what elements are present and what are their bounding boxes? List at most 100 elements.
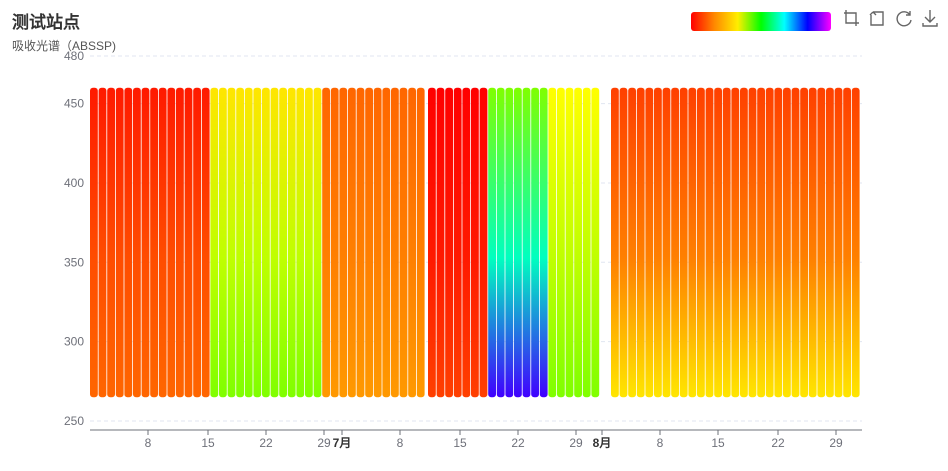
heatmap-column[interactable]	[654, 87, 662, 398]
heatmap-column[interactable]	[557, 87, 565, 398]
heatmap-column[interactable]	[296, 87, 305, 398]
heatmap-column[interactable]	[688, 87, 697, 398]
heatmap-column[interactable]	[150, 87, 158, 398]
heatmap-column[interactable]	[453, 87, 462, 398]
heatmap-column[interactable]	[141, 87, 150, 398]
chart-title: 测试站点	[12, 13, 80, 32]
refresh-icon[interactable]	[894, 8, 914, 28]
heatmap-column[interactable]	[574, 87, 582, 398]
heatmap-column[interactable]	[636, 87, 645, 398]
heatmap-column[interactable]	[462, 87, 471, 398]
heatmap-column[interactable]	[391, 87, 399, 398]
heatmap-column[interactable]	[808, 87, 817, 398]
y-tick-label: 300	[64, 335, 84, 349]
heatmap-column[interactable]	[193, 87, 201, 398]
heatmap-column[interactable]	[339, 87, 348, 398]
heatmap-column[interactable]	[565, 87, 574, 398]
heatmap-column[interactable]	[514, 87, 522, 398]
zoom-reset-icon[interactable]	[868, 8, 888, 28]
heatmap-column[interactable]	[488, 87, 496, 398]
heatmap-column[interactable]	[671, 87, 679, 398]
heatmap-column[interactable]	[628, 87, 636, 398]
heatmap-column[interactable]	[731, 87, 740, 398]
heatmap-column[interactable]	[522, 87, 531, 398]
heatmap-column[interactable]	[791, 87, 800, 398]
heatmap-column[interactable]	[287, 87, 296, 398]
heatmap-column[interactable]	[740, 87, 748, 398]
heatmap-column[interactable]	[834, 87, 843, 398]
heatmap-column[interactable]	[219, 87, 227, 398]
heatmap-column[interactable]	[124, 87, 133, 398]
heatmap-column[interactable]	[748, 87, 757, 398]
heatmap-column[interactable]	[722, 87, 731, 398]
heatmap-column[interactable]	[107, 87, 115, 398]
heatmap-column[interactable]	[548, 87, 557, 398]
heatmap-column[interactable]	[611, 87, 619, 398]
heatmap-column[interactable]	[201, 87, 210, 398]
heatmap-column[interactable]	[399, 87, 408, 398]
heatmap-column[interactable]	[244, 87, 253, 398]
heatmap-column[interactable]	[783, 87, 791, 398]
heatmap-column[interactable]	[774, 87, 783, 398]
heatmap-column[interactable]	[408, 87, 416, 398]
heatmap-column[interactable]	[479, 87, 488, 398]
chart-subtitle: 吸收光谱（ABSSP)	[12, 39, 117, 53]
heatmap-column[interactable]	[176, 87, 184, 398]
heatmap-column[interactable]	[531, 87, 539, 398]
heatmap-column[interactable]	[757, 87, 765, 398]
heatmap-column[interactable]	[662, 87, 671, 398]
heatmap-column[interactable]	[262, 87, 270, 398]
heatmap-column[interactable]	[582, 87, 591, 398]
heatmap-column[interactable]	[365, 87, 373, 398]
heatmap-column[interactable]	[436, 87, 445, 398]
heatmap-column[interactable]	[382, 87, 391, 398]
heatmap-column[interactable]	[591, 87, 600, 398]
heatmap-column[interactable]	[539, 87, 548, 398]
heatmap-column[interactable]	[322, 87, 330, 398]
heatmap-column[interactable]	[184, 87, 193, 398]
heatmap-column[interactable]	[826, 87, 834, 398]
heatmap-column[interactable]	[313, 87, 322, 398]
heatmap-column[interactable]	[679, 87, 688, 398]
heatmap-column[interactable]	[348, 87, 356, 398]
heatmap-column[interactable]	[416, 87, 425, 398]
heatmap-column[interactable]	[356, 87, 365, 398]
heatmap-column[interactable]	[227, 87, 236, 398]
x-tick-label: 22	[511, 436, 525, 450]
heatmap-column[interactable]	[505, 87, 514, 398]
heatmap-column[interactable]	[158, 87, 167, 398]
heatmap-column[interactable]	[817, 87, 826, 398]
heatmap-column[interactable]	[843, 87, 851, 398]
heatmap-column[interactable]	[800, 87, 808, 398]
heatmap-column[interactable]	[705, 87, 714, 398]
heatmap-column[interactable]	[471, 87, 479, 398]
heatmap-column[interactable]	[305, 87, 313, 398]
heatmap-column[interactable]	[373, 87, 382, 398]
heatmap-column[interactable]	[115, 87, 124, 398]
heatmap-column[interactable]	[714, 87, 722, 398]
heatmap-column[interactable]	[270, 87, 279, 398]
heatmap-column[interactable]	[496, 87, 505, 398]
heatmap-column[interactable]	[445, 87, 453, 398]
heatmap-column[interactable]	[697, 87, 705, 398]
heatmap-column[interactable]	[279, 87, 287, 398]
heatmap-column[interactable]	[167, 87, 176, 398]
heatmap-column[interactable]	[133, 87, 141, 398]
heatmap-column[interactable]	[428, 87, 436, 398]
heatmap-column[interactable]	[210, 87, 219, 398]
download-icon[interactable]	[920, 8, 940, 28]
heatmap-column[interactable]	[253, 87, 262, 398]
heatmap-column[interactable]	[619, 87, 628, 398]
heatmap-column[interactable]	[98, 87, 107, 398]
x-tick-label: 8	[657, 436, 664, 450]
zoom-icon[interactable]	[842, 8, 862, 28]
heatmap-column[interactable]	[236, 87, 244, 398]
heatmap-column[interactable]	[645, 87, 654, 398]
heatmap-column[interactable]	[90, 87, 98, 398]
visual-map-legend[interactable]	[691, 12, 831, 31]
heatmap-column[interactable]	[765, 87, 774, 398]
heatmap-column[interactable]	[851, 87, 860, 398]
heatmap-column[interactable]	[330, 87, 339, 398]
